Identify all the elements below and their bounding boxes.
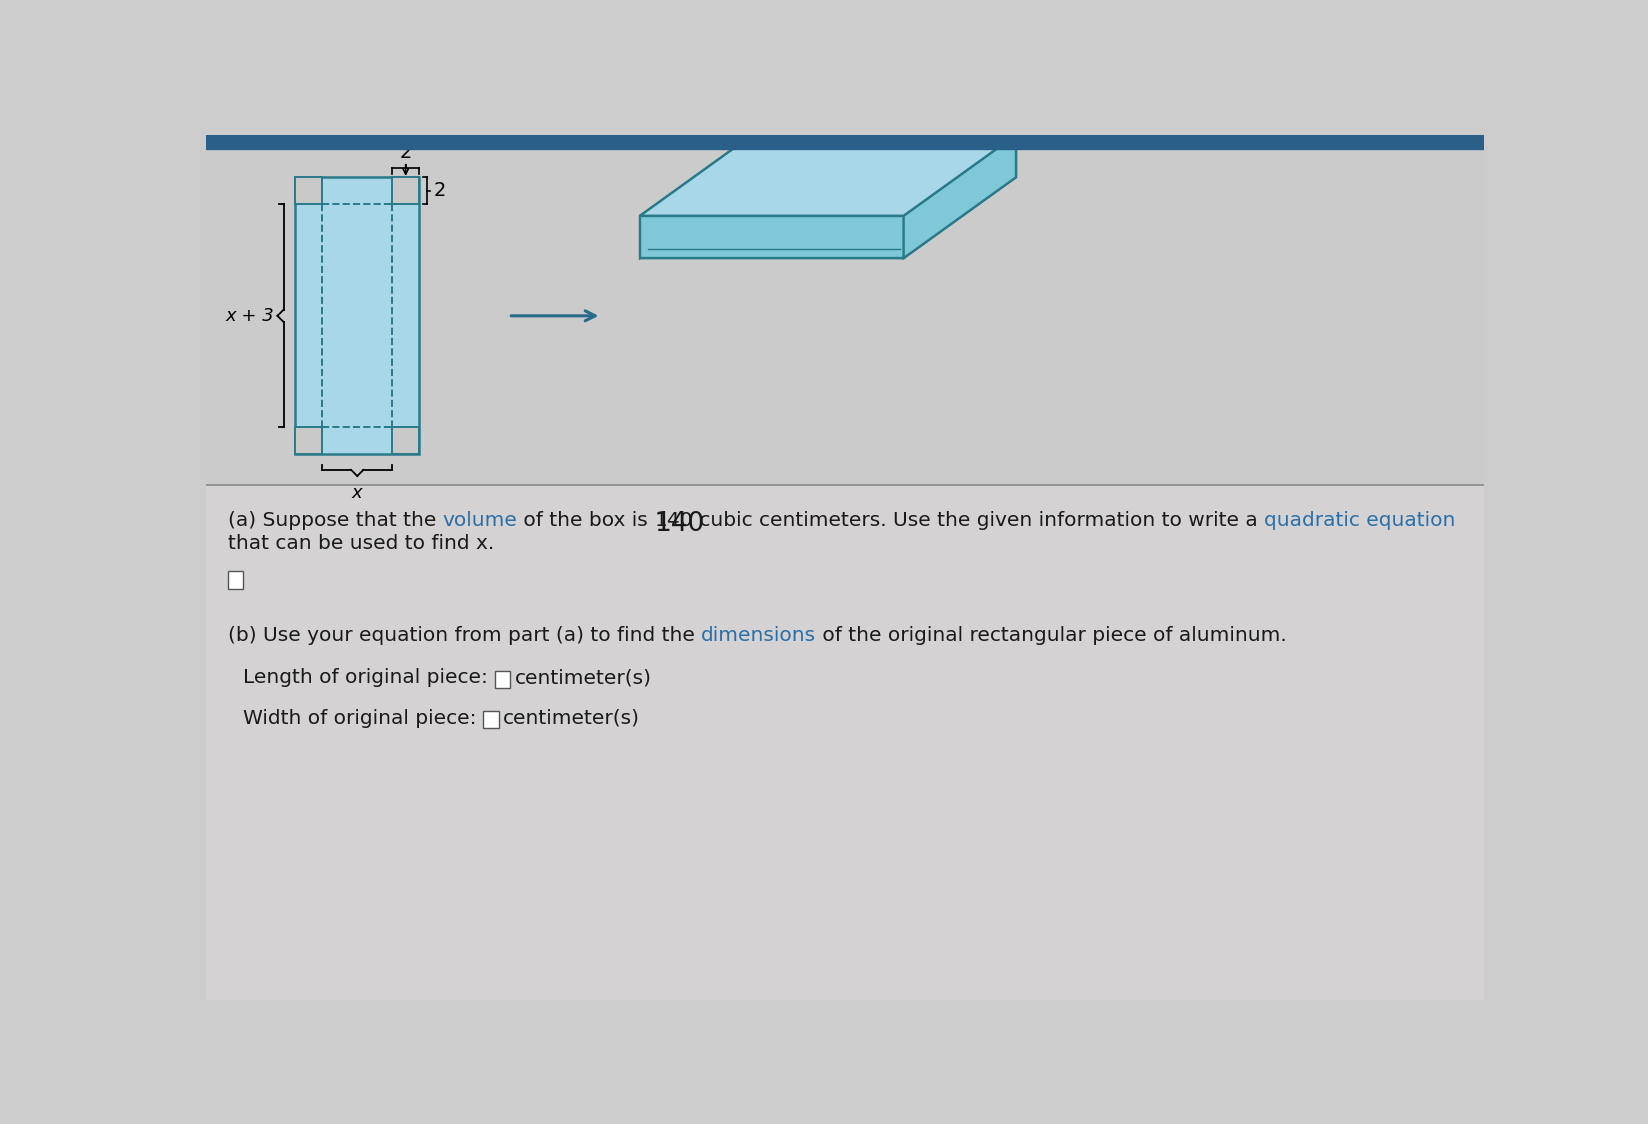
Text: centimeter(s): centimeter(s) <box>514 669 651 688</box>
Text: (a) Suppose that the: (a) Suppose that the <box>227 510 442 529</box>
Text: Length of original piece:: Length of original piece: <box>244 669 494 688</box>
Text: of the box is: of the box is <box>517 510 654 529</box>
Polygon shape <box>639 135 751 259</box>
Text: Width of original piece:: Width of original piece: <box>244 708 483 727</box>
Bar <box>295 178 419 454</box>
Text: dimensions: dimensions <box>700 626 816 645</box>
Text: volume: volume <box>442 510 517 529</box>
Polygon shape <box>639 216 903 259</box>
Text: x: x <box>351 483 363 501</box>
Bar <box>206 135 1483 148</box>
Text: x + 3: x + 3 <box>226 307 274 325</box>
Bar <box>295 178 321 205</box>
Polygon shape <box>639 178 1015 259</box>
Bar <box>227 571 244 589</box>
Text: (a) Suppose that the: (a) Suppose that the <box>227 510 442 529</box>
Bar <box>392 178 419 205</box>
Text: 2: 2 <box>399 143 412 162</box>
Bar <box>295 427 321 454</box>
Text: of the original rectangular piece of aluminum.: of the original rectangular piece of alu… <box>816 626 1285 645</box>
Text: 140: 140 <box>654 510 704 536</box>
Bar <box>392 427 419 454</box>
Polygon shape <box>639 135 1015 216</box>
Text: (b) Use your equation from part (a) to find the: (b) Use your equation from part (a) to f… <box>227 626 700 645</box>
Bar <box>206 148 1483 486</box>
Bar <box>206 486 1483 1000</box>
Text: 140: 140 <box>654 510 692 529</box>
Text: Length of original piece:: Length of original piece: <box>244 669 494 688</box>
Text: cubic centimeters. Use the given information to write a: cubic centimeters. Use the given informa… <box>692 510 1264 529</box>
Text: 2: 2 <box>433 181 445 200</box>
Text: volume: volume <box>442 510 517 529</box>
Bar <box>494 671 509 688</box>
Text: that can be used to find x.: that can be used to find x. <box>227 534 494 553</box>
Bar <box>483 710 498 727</box>
Text: Width of original piece:: Width of original piece: <box>244 708 483 727</box>
Polygon shape <box>751 135 1015 178</box>
Text: of the box is: of the box is <box>517 510 654 529</box>
Text: quadratic equation: quadratic equation <box>1264 510 1455 529</box>
Text: centimeter(s): centimeter(s) <box>503 708 639 727</box>
Polygon shape <box>903 135 1015 259</box>
